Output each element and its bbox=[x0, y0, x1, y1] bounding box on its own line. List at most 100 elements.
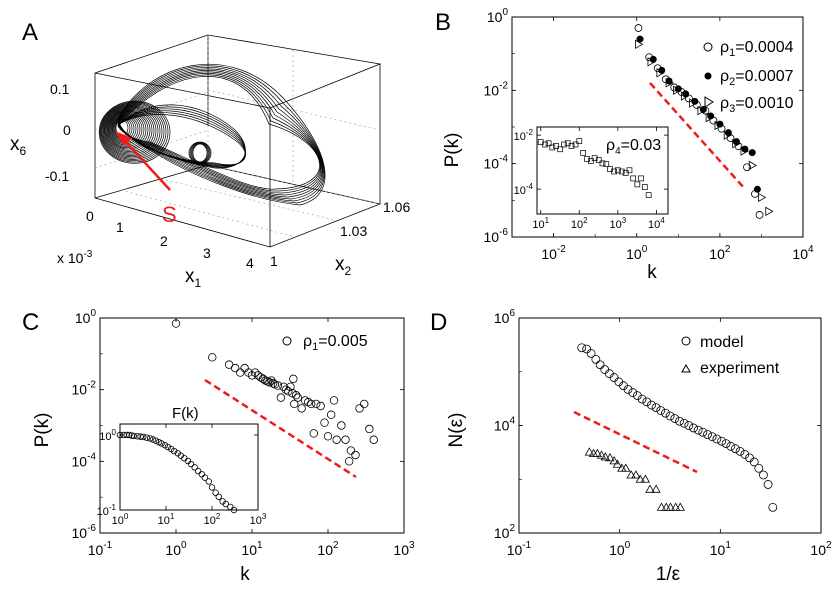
tick-label: 100 bbox=[165, 540, 187, 558]
data-point bbox=[703, 430, 712, 439]
data-point bbox=[281, 385, 291, 394]
data-point bbox=[632, 391, 642, 400]
data-point bbox=[640, 474, 651, 483]
panel-d-axes bbox=[518, 317, 822, 534]
data-point bbox=[123, 431, 130, 439]
data-point bbox=[623, 384, 633, 394]
data-point bbox=[754, 463, 764, 473]
attractor-curve bbox=[98, 100, 171, 164]
data-point bbox=[637, 394, 647, 404]
data-point bbox=[634, 24, 643, 32]
data-point bbox=[577, 343, 587, 353]
data-point bbox=[592, 448, 603, 458]
panel-a: A S bbox=[10, 19, 410, 290]
data-point bbox=[647, 57, 656, 67]
data-point bbox=[638, 175, 644, 182]
data-point bbox=[656, 502, 667, 511]
data-point bbox=[611, 168, 617, 175]
data-point bbox=[680, 91, 690, 101]
data-point bbox=[697, 105, 706, 116]
data-point bbox=[344, 457, 354, 466]
data-point bbox=[675, 502, 685, 511]
data-point bbox=[651, 403, 661, 413]
panel-c-xlabel: k bbox=[240, 564, 250, 585]
data-point bbox=[618, 168, 625, 175]
tick-label: 10-2 bbox=[484, 80, 509, 98]
data-point bbox=[201, 474, 209, 481]
data-point bbox=[603, 161, 610, 167]
data-point bbox=[152, 437, 159, 444]
data-point bbox=[626, 470, 636, 479]
data-point bbox=[665, 411, 675, 421]
attractor-curve bbox=[117, 114, 246, 165]
data-point bbox=[717, 436, 727, 446]
data-point bbox=[194, 467, 202, 475]
tick-label: 102 bbox=[571, 216, 588, 231]
data-point bbox=[748, 160, 758, 171]
data-point bbox=[215, 493, 222, 500]
data-point bbox=[759, 470, 768, 480]
panel-d-ylabel: N(ε) bbox=[446, 413, 467, 448]
data-point bbox=[693, 425, 703, 435]
data-point bbox=[758, 192, 767, 203]
data-point bbox=[268, 379, 278, 388]
data-point bbox=[286, 382, 295, 392]
tick-label: 102 bbox=[204, 512, 221, 527]
panel-c-points bbox=[171, 319, 378, 466]
legend-entry: ρ2=0.0007 bbox=[720, 68, 794, 88]
panel-b-ylabel: P(k) bbox=[442, 133, 463, 168]
tick-label: 10-4 bbox=[72, 451, 97, 469]
data-point bbox=[337, 421, 346, 430]
tick-label: 101 bbox=[710, 540, 732, 558]
data-point bbox=[591, 155, 598, 162]
panel-b-ticks: 10-2 100 102 104 10-6 10-4 10-2 100 bbox=[484, 7, 814, 262]
data-point bbox=[595, 157, 602, 163]
data-point bbox=[258, 374, 268, 384]
panel-b-inset bbox=[536, 126, 669, 215]
data-point bbox=[341, 435, 350, 444]
data-point bbox=[360, 399, 369, 409]
data-point bbox=[208, 484, 216, 491]
panel-d-ticks: 10-1 100 101 102 102 104 106 bbox=[494, 308, 831, 558]
legend-marker-circle bbox=[703, 42, 713, 52]
data-point bbox=[290, 399, 299, 409]
data-point bbox=[143, 434, 150, 441]
data-point bbox=[651, 484, 661, 493]
data-point bbox=[284, 387, 293, 396]
data-point bbox=[208, 353, 217, 362]
legend-marker-circle bbox=[681, 336, 691, 346]
panel-b-xlabel: k bbox=[647, 262, 657, 283]
attractor-curve bbox=[103, 106, 159, 156]
data-point bbox=[707, 432, 717, 442]
data-point bbox=[355, 404, 364, 413]
attractor-curve bbox=[108, 111, 147, 149]
attractor-curve bbox=[117, 73, 322, 194]
legend-entry: ρ3=0.0010 bbox=[720, 95, 794, 115]
legend-marker-dot bbox=[704, 72, 712, 80]
data-point bbox=[749, 457, 759, 467]
data-point bbox=[323, 432, 333, 441]
data-point bbox=[326, 410, 336, 419]
data-point bbox=[332, 435, 341, 444]
attractor-curve bbox=[104, 107, 157, 155]
data-point bbox=[672, 85, 682, 96]
data-point bbox=[684, 421, 694, 430]
panel-c-legend: ρ1=0.005 bbox=[303, 333, 368, 353]
data-point bbox=[689, 98, 698, 108]
data-point bbox=[545, 140, 552, 147]
tick-label: 100 bbox=[609, 540, 631, 558]
attractor-curve bbox=[117, 68, 324, 200]
data-point bbox=[635, 39, 644, 49]
tick-label: 10-1 bbox=[507, 540, 532, 558]
tick-label: 106 bbox=[494, 308, 516, 326]
data-point bbox=[753, 185, 761, 193]
panel-b-points bbox=[634, 24, 774, 219]
panel-b-letter: B bbox=[435, 9, 451, 36]
data-point bbox=[596, 450, 607, 459]
data-point bbox=[630, 175, 637, 182]
data-point bbox=[726, 441, 736, 451]
tick-label: 103 bbox=[250, 512, 267, 527]
data-point bbox=[763, 480, 773, 489]
panel-b-inset-ticks: 101 102 103 104 10-4 10-2 bbox=[514, 127, 668, 231]
